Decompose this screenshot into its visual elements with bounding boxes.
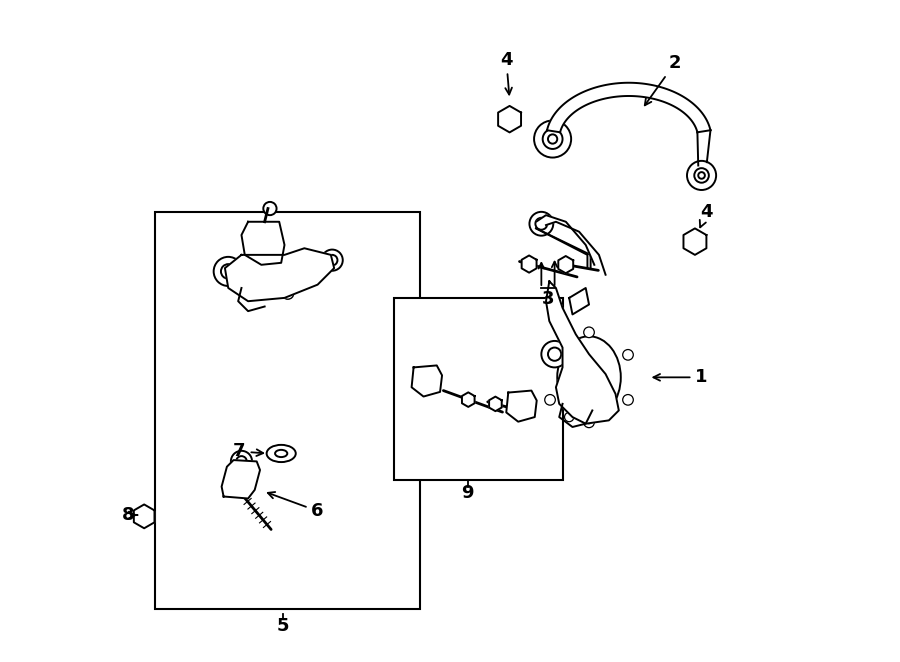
Circle shape [584,327,594,338]
Polygon shape [569,288,589,314]
Circle shape [687,161,716,190]
Polygon shape [411,365,442,397]
Polygon shape [498,106,521,132]
Circle shape [544,395,555,405]
Polygon shape [507,391,536,422]
Text: 5: 5 [277,616,290,635]
Text: 1: 1 [653,368,707,387]
Ellipse shape [557,336,621,418]
Ellipse shape [261,266,294,290]
Polygon shape [221,460,260,498]
Circle shape [564,412,574,422]
Polygon shape [558,256,573,273]
Polygon shape [489,397,501,411]
Text: 4: 4 [700,203,713,227]
Text: 4: 4 [500,50,512,95]
Circle shape [264,202,276,215]
Circle shape [231,451,252,472]
Circle shape [584,414,594,424]
Circle shape [543,129,562,149]
Circle shape [562,389,571,399]
Circle shape [321,250,343,271]
Polygon shape [547,83,710,132]
Bar [156,212,420,609]
Circle shape [213,257,243,286]
Circle shape [305,259,317,271]
Circle shape [542,341,568,367]
Text: 3: 3 [542,290,554,308]
Bar [393,298,562,480]
Polygon shape [225,248,334,301]
Text: 2: 2 [644,54,681,105]
Text: 8: 8 [122,506,138,524]
Circle shape [623,395,634,405]
Polygon shape [134,504,155,528]
Polygon shape [522,256,536,273]
Ellipse shape [266,445,296,462]
Polygon shape [462,393,474,407]
Circle shape [694,168,709,183]
Circle shape [584,417,594,428]
Circle shape [534,120,572,158]
Polygon shape [536,215,606,275]
Text: 7: 7 [233,442,263,461]
Circle shape [623,350,634,360]
Circle shape [282,287,293,299]
Text: 9: 9 [462,484,474,502]
Polygon shape [683,228,706,255]
Circle shape [544,350,555,360]
Polygon shape [241,222,284,265]
Text: 6: 6 [268,492,324,520]
Circle shape [529,212,554,236]
Polygon shape [546,281,619,424]
